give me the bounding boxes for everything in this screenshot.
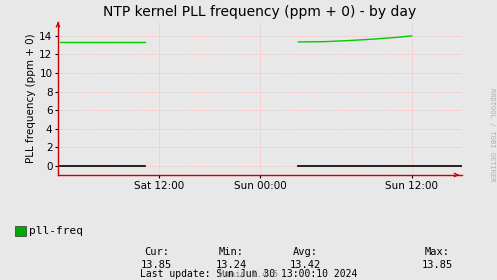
Text: Munin 1.4.5: Munin 1.4.5 — [219, 270, 278, 279]
Text: Last update: Sun Jun 30 13:00:10 2024: Last update: Sun Jun 30 13:00:10 2024 — [140, 269, 357, 279]
Text: 13.85: 13.85 — [422, 260, 453, 270]
Text: 13.24: 13.24 — [216, 260, 247, 270]
Text: RRDTOOL / TOBI OETIKER: RRDTOOL / TOBI OETIKER — [489, 88, 495, 181]
Text: Min:: Min: — [219, 247, 244, 257]
Text: pll-freq: pll-freq — [29, 226, 83, 236]
Text: Avg:: Avg: — [293, 247, 318, 257]
Text: Max:: Max: — [425, 247, 450, 257]
Y-axis label: PLL frequency (ppm + 0): PLL frequency (ppm + 0) — [26, 34, 36, 163]
Title: NTP kernel PLL frequency (ppm + 0) - by day: NTP kernel PLL frequency (ppm + 0) - by … — [103, 5, 416, 19]
Text: 13.42: 13.42 — [290, 260, 321, 270]
Text: 13.85: 13.85 — [141, 260, 172, 270]
Text: Cur:: Cur: — [144, 247, 169, 257]
